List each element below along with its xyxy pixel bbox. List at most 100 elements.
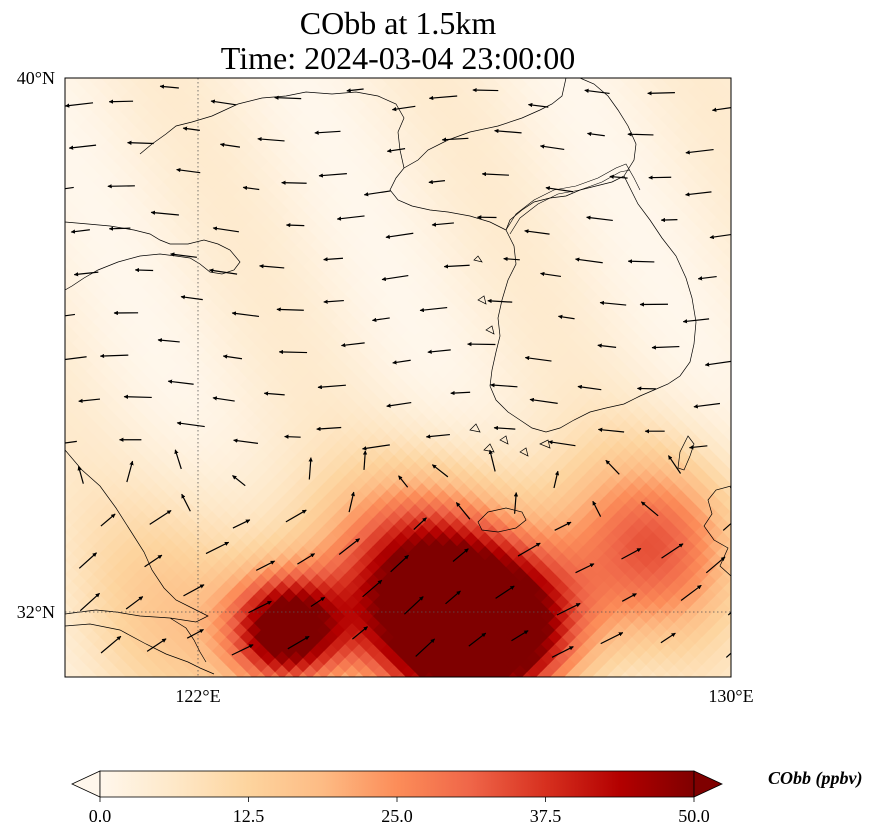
- field-cell: [134, 581, 150, 597]
- field-cell: [85, 56, 101, 72]
- field-cell: [624, 273, 640, 289]
- field-cell: [722, 595, 731, 611]
- field-cell: [407, 78, 423, 86]
- field-cell: [540, 469, 556, 485]
- field-cell: [554, 357, 570, 373]
- field-cell: [337, 78, 339, 79]
- field-cell: [687, 78, 689, 79]
- field-cell: [260, 539, 276, 555]
- field-cell: [708, 623, 724, 639]
- field-cell: [232, 623, 248, 639]
- field-cell: [92, 78, 108, 93]
- field-cell: [652, 189, 668, 205]
- field-cell: [386, 623, 402, 639]
- field-cell: [617, 84, 633, 100]
- field-cell: [715, 196, 731, 212]
- field-cell: [631, 658, 647, 674]
- field-cell: [617, 308, 633, 324]
- field-cell: [666, 665, 682, 677]
- field-cell: [582, 455, 598, 471]
- field-cell: [694, 301, 710, 317]
- field-cell: [365, 78, 381, 86]
- field-cell: [533, 658, 549, 674]
- field-cell: [323, 574, 339, 590]
- field-cell: [183, 532, 199, 548]
- field-cell: [589, 588, 605, 604]
- field-cell: [603, 364, 619, 380]
- field-cell: [65, 616, 73, 632]
- field-cell: [610, 385, 626, 401]
- field-cell: [610, 525, 626, 541]
- field-cell: [274, 609, 290, 625]
- field-cell: [631, 252, 647, 268]
- field-cell: [575, 266, 591, 282]
- field-cell: [393, 588, 409, 604]
- field-cell: [540, 105, 556, 121]
- field-cell: [624, 637, 640, 653]
- colorbar-body: [99, 770, 695, 798]
- field-cell: [337, 644, 353, 660]
- field-cell: [708, 609, 724, 625]
- field-cell: [547, 616, 563, 632]
- field-cell: [561, 294, 577, 310]
- field-cell: [519, 56, 535, 72]
- field-cell: [155, 518, 171, 534]
- field-cell: [414, 553, 430, 569]
- field-cell: [701, 78, 703, 79]
- field-cell: [512, 567, 528, 583]
- field-cell: [176, 623, 192, 639]
- field-cell: [687, 574, 703, 590]
- field-cell: [561, 420, 577, 436]
- field-cell: [638, 469, 654, 485]
- field-cell: [715, 154, 731, 170]
- field-cell: [127, 78, 129, 79]
- field-cell: [162, 553, 178, 569]
- field-cell: [624, 455, 640, 471]
- field-cell: [512, 623, 528, 639]
- wind-arrow: [108, 226, 131, 231]
- field-cell: [414, 623, 430, 639]
- field-cell: [589, 462, 605, 478]
- field-cell: [575, 378, 591, 394]
- china-nk-border-double: [509, 169, 631, 235]
- field-cell: [603, 126, 619, 142]
- field-cell: [225, 602, 241, 618]
- field-cell: [680, 511, 696, 527]
- field-cell: [645, 350, 661, 366]
- field-cell: [610, 511, 626, 527]
- field-cell: [533, 462, 549, 478]
- field-cell: [715, 364, 731, 380]
- wind-arrow: [539, 144, 565, 151]
- field-cell: [505, 78, 507, 79]
- colorbar: 0.0 12.5 25.0 37.5 50.0: [71, 770, 723, 826]
- field-cell: [169, 78, 185, 86]
- field-cell: [582, 385, 598, 401]
- field-cell: [512, 189, 528, 205]
- field-cell: [65, 672, 66, 674]
- field-cell: [561, 196, 577, 212]
- field-cell: [568, 231, 584, 247]
- field-cell: [673, 434, 689, 450]
- field-cell: [267, 518, 283, 534]
- field-cell: [288, 623, 304, 639]
- field-cell: [631, 280, 647, 296]
- field-cell: [729, 594, 731, 598]
- field-cell: [267, 560, 283, 576]
- field-cell: [512, 385, 528, 401]
- field-cell: [379, 518, 395, 534]
- field-cell: [442, 679, 458, 695]
- field-cell: [729, 454, 731, 458]
- field-cell: [554, 385, 570, 401]
- field-cell: [631, 294, 647, 310]
- field-cell: [330, 539, 346, 555]
- field-cell: [715, 98, 731, 114]
- field-cell: [610, 329, 626, 345]
- field-cell: [568, 539, 584, 555]
- field-cell: [85, 658, 101, 674]
- field-cell: [568, 217, 584, 233]
- field-cell: [673, 224, 689, 240]
- field-cell: [701, 196, 717, 212]
- field-cell: [631, 182, 647, 198]
- field-cell: [624, 609, 640, 625]
- field-cell: [603, 238, 619, 254]
